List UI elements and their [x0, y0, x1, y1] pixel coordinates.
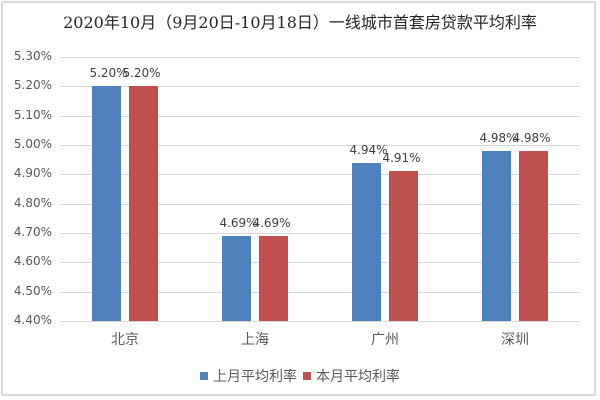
gridline	[60, 174, 580, 176]
bar-last-month	[352, 162, 381, 321]
y-tick-label: 4.40%	[13, 313, 52, 327]
legend: 上月平均利率 本月平均利率	[0, 366, 600, 386]
gridline	[60, 145, 580, 146]
legend-swatch-red	[303, 372, 311, 380]
gridline	[60, 57, 580, 58]
y-tick-label: 5.00%	[13, 137, 52, 151]
bar-this-month	[519, 150, 548, 321]
y-tick-label: 4.60%	[13, 254, 52, 269]
x-tick-label: 深圳	[501, 332, 529, 348]
y-tick-label: 5.30%	[13, 49, 52, 63]
data-label: 5.20%	[122, 66, 161, 81]
y-tick-label: 4.50%	[13, 283, 52, 298]
x-tick-label: 上海	[241, 332, 269, 348]
gridline	[60, 291, 580, 293]
x-tick-label: 广州	[371, 332, 399, 348]
data-label: 4.69%	[219, 215, 258, 230]
y-tick-label: 4.90%	[13, 166, 52, 181]
legend-item-this-month: 本月平均利率	[303, 366, 400, 386]
data-label: 4.91%	[382, 151, 421, 166]
y-tick-label: 4.80%	[13, 195, 52, 210]
bar-this-month	[129, 86, 158, 321]
data-label: 4.94%	[349, 142, 388, 157]
bar-last-month	[482, 150, 511, 321]
legend-swatch-blue	[200, 372, 208, 380]
x-tick-label: 北京	[111, 332, 139, 348]
bar-this-month	[259, 235, 288, 321]
gridline	[60, 262, 580, 264]
gridline	[60, 115, 580, 117]
gridline	[60, 233, 580, 234]
bar-last-month	[92, 86, 121, 321]
legend-label: 本月平均利率	[316, 369, 400, 385]
legend-item-last-month: 上月平均利率	[200, 366, 297, 386]
data-label: 5.20%	[89, 66, 128, 81]
y-tick-label: 5.10%	[13, 107, 52, 122]
gridline	[60, 86, 580, 88]
gridline	[60, 321, 580, 322]
y-tick-label: 4.70%	[13, 225, 52, 239]
legend-label: 上月平均利率	[213, 369, 297, 385]
plot-area: 5.20% 5.20% 4.69% 4.69% 4.94% 4.91% 4.98% 4.98%	[60, 57, 580, 322]
chart-title: 2020年10月（9月20日-10月18日）一线城市首套房贷款平均利率	[63, 13, 537, 32]
data-label: 4.98%	[479, 130, 518, 145]
y-tick-label: 5.20%	[13, 78, 52, 93]
bar-this-month	[389, 171, 418, 321]
data-label: 4.69%	[252, 215, 291, 230]
gridline	[60, 203, 580, 205]
data-label: 4.98%	[512, 130, 551, 145]
bar-last-month	[222, 235, 251, 321]
